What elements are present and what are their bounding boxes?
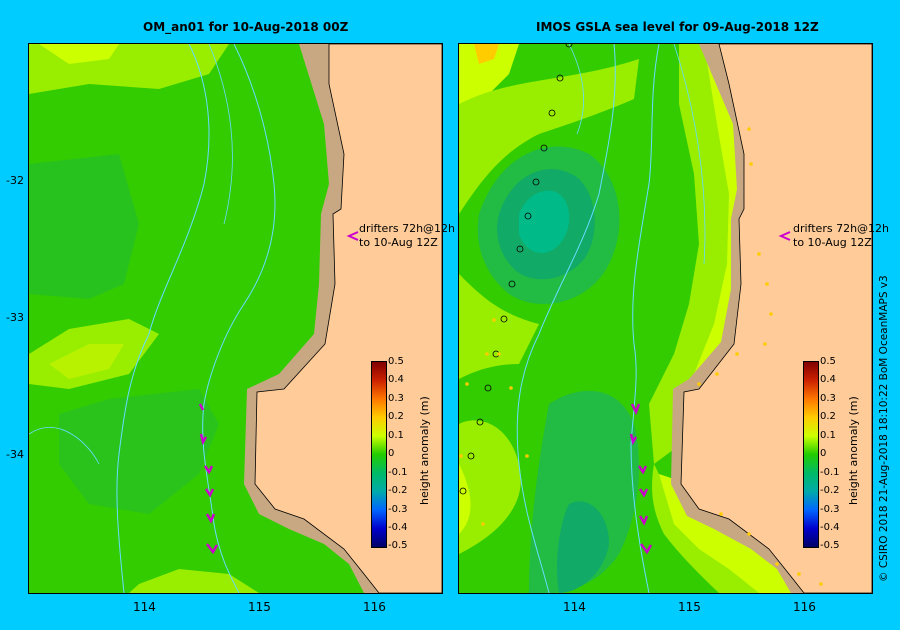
isobath-line bbox=[202, 44, 276, 593]
colorbar-tick: -0.4 bbox=[388, 522, 408, 533]
colorbar-tick: -0.1 bbox=[388, 467, 408, 478]
colorbar-tick: 0.3 bbox=[388, 393, 404, 404]
isobath-line bbox=[630, 44, 660, 593]
sla-contour bbox=[459, 59, 639, 214]
sla-eddy bbox=[519, 190, 570, 254]
colorbar-tick: -0.2 bbox=[820, 485, 840, 496]
drifter-track bbox=[629, 403, 653, 555]
drifter-note-line-1: drifters 72h@12h bbox=[359, 222, 456, 235]
sla-contour bbox=[459, 464, 471, 534]
map-panel-ocean-model[interactable] bbox=[28, 43, 443, 594]
drifter-arrow bbox=[778, 231, 791, 241]
altimeter-track-points bbox=[459, 44, 573, 495]
sla-contour bbox=[652, 464, 779, 593]
colorbar-tick: -0.5 bbox=[388, 540, 408, 551]
drifter-note-line-2: to 10-Aug 12Z bbox=[359, 236, 438, 249]
drifter-track bbox=[198, 403, 219, 555]
colorbar-tick: 0.5 bbox=[820, 356, 836, 367]
colorbar-panel-1 bbox=[371, 361, 387, 548]
map-panel-gsla[interactable] bbox=[458, 43, 873, 594]
colorbar-tick: 0.4 bbox=[820, 374, 836, 385]
sla-contour bbox=[129, 569, 259, 593]
x-tick-label: 114 bbox=[563, 600, 586, 614]
sla-contour bbox=[29, 154, 139, 299]
colorbar-tick: -0.4 bbox=[820, 522, 840, 533]
colorbar-tick: 0.3 bbox=[820, 393, 836, 404]
panel-1-title: OM_an01 for 10-Aug-2018 00Z bbox=[143, 20, 349, 34]
sla-contour bbox=[39, 44, 119, 64]
isobath-line bbox=[568, 44, 585, 135]
y-tick-label: -34 bbox=[6, 448, 24, 461]
x-tick-label: 116 bbox=[793, 600, 816, 614]
drifter-note-panel-2: drifters 72h@12h to 10-Aug 12Z bbox=[793, 222, 889, 250]
isobath-line bbox=[516, 44, 616, 593]
x-tick-label: 115 bbox=[678, 600, 701, 614]
colorbar-tick: -0.3 bbox=[820, 504, 840, 515]
colorbar-panel-2 bbox=[803, 361, 819, 548]
drifter-note-line-1: drifters 72h@12h bbox=[793, 222, 890, 235]
colorbar-tick: -0.5 bbox=[820, 540, 840, 551]
colorbar-tick: 0.2 bbox=[820, 411, 836, 422]
sla-contour bbox=[459, 44, 519, 114]
sla-contour bbox=[557, 501, 609, 593]
drifter-note-line-2: to 10-Aug 12Z bbox=[793, 236, 872, 249]
colorbar-tick: 0 bbox=[388, 448, 395, 459]
continental-shelf bbox=[671, 44, 804, 593]
drifter-note-panel-1: drifters 72h@12h to 10-Aug 12Z bbox=[359, 222, 455, 250]
panel-2-title: IMOS GSLA sea level for 09-Aug-2018 12Z bbox=[536, 20, 819, 34]
credit-text: © CSIRO 2018 21-Aug-2018 18:10:22 BoM Oc… bbox=[878, 275, 890, 582]
x-tick-label: 115 bbox=[248, 600, 271, 614]
colorbar-tick: -0.2 bbox=[388, 485, 408, 496]
sla-contour bbox=[459, 274, 539, 379]
colorbar-title: height anomaly (m) bbox=[847, 396, 860, 505]
colorbar-tick: 0.2 bbox=[388, 411, 404, 422]
map-panel-2-svg bbox=[459, 44, 872, 593]
isobath-line bbox=[116, 44, 210, 593]
colorbar-tick: 0 bbox=[820, 448, 827, 459]
colorbar-tick: 0.1 bbox=[388, 430, 404, 441]
sla-contour bbox=[474, 44, 499, 64]
altimeter-track-points bbox=[459, 127, 823, 586]
colorbar-tick: 0.1 bbox=[820, 430, 836, 441]
sla-contour bbox=[459, 420, 521, 554]
sla-contour bbox=[59, 389, 219, 514]
y-tick-label: -33 bbox=[6, 311, 24, 324]
y-tick-label: -32 bbox=[6, 174, 24, 187]
x-tick-label: 116 bbox=[363, 600, 386, 614]
map-panel-1-svg bbox=[29, 44, 442, 593]
isobath-line bbox=[208, 44, 233, 225]
colorbar-title: height anomaly (m) bbox=[418, 396, 431, 505]
isobath-line bbox=[673, 44, 706, 265]
drifter-arrow bbox=[346, 231, 359, 241]
isobath-line bbox=[29, 427, 100, 465]
colorbar-tick: -0.1 bbox=[820, 467, 840, 478]
colorbar-tick: 0.5 bbox=[388, 356, 404, 367]
colorbar-tick: 0.4 bbox=[388, 374, 404, 385]
land bbox=[254, 44, 442, 593]
colorbar-tick: -0.3 bbox=[388, 504, 408, 515]
land bbox=[680, 44, 872, 593]
x-tick-label: 114 bbox=[133, 600, 156, 614]
sla-contour bbox=[49, 344, 124, 379]
sla-contour bbox=[529, 390, 639, 593]
